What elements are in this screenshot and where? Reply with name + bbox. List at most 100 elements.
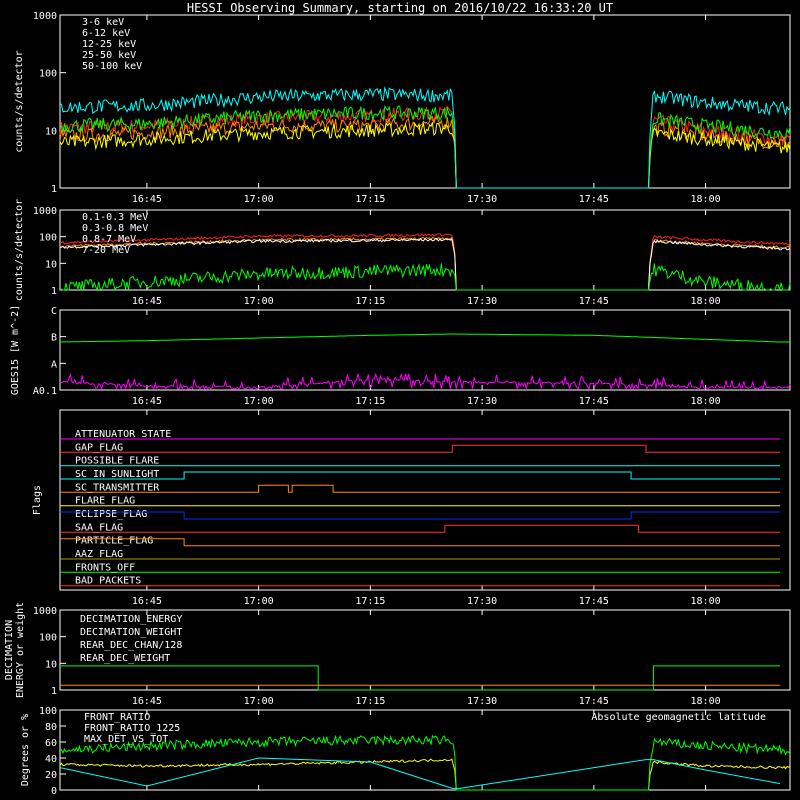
legend-entry: 12-25 keV (82, 39, 136, 50)
x-tick-label: 17:00 (244, 194, 274, 205)
flag-line-SC_IN_SUNLIGHT (60, 471, 781, 480)
goes-series-line (59, 372, 791, 391)
series-line-12-25 keV (59, 121, 791, 189)
flag-label: FRONTS_OFF (75, 562, 135, 573)
x-tick-label: 17:00 (244, 396, 274, 407)
y-tick-label: 100 (39, 69, 57, 80)
y-tick-label: 10 (45, 659, 57, 670)
panel-frame (59, 209, 791, 291)
x-tick-label: 18:00 (691, 296, 721, 307)
legend-entry: 3-6 keV (82, 17, 124, 28)
y-tick-label: 1000 (33, 606, 57, 617)
x-tick-label: 17:15 (355, 296, 385, 307)
y-axis-label: Degrees or % (20, 714, 31, 786)
legend-entry: DECIMATION_ENERGY (80, 614, 182, 625)
series-line-25-50 keV (59, 105, 791, 189)
series-line-7-20 MeV (59, 263, 791, 292)
flag-line-PARTICLE_FLAG (60, 538, 781, 547)
y-axis-label: counts/s/detector (14, 50, 25, 152)
x-tick-label: 17:30 (467, 296, 497, 307)
series-line-0.1-0.3 MeV (60, 232, 791, 291)
legend-entry: 0.1-0.3 MeV (82, 212, 148, 223)
x-tick-label: 18:00 (691, 194, 721, 205)
x-tick-label: 17:45 (579, 396, 609, 407)
plot-root: 16:45 17:00 17:15 17:30 17:45 18:001101001000… (4, 11, 791, 797)
panel-4-axes: 16:45 17:00 17:15 17:30 17:45 18:00 (59, 409, 791, 607)
ratio-line-Absolute geomagnetic latitude (59, 757, 781, 789)
panel-frame (59, 309, 791, 391)
y-axis-label: DECIMATION (4, 620, 15, 680)
x-tick-label: 17:00 (244, 596, 274, 607)
y-tick-label: B (51, 333, 57, 344)
panel-2-axes: 16:45 17:00 17:15 17:30 17:45 18:00 (59, 209, 791, 307)
x-tick-label: 17:00 (244, 696, 274, 707)
y-axis-label: counts/s/detector (14, 199, 25, 301)
x-tick-label: 16:45 (132, 194, 162, 205)
y-tick-label: 10 (45, 126, 57, 137)
y-tick-label: 100 (39, 706, 57, 717)
x-tick-label: 16:45 (132, 296, 162, 307)
x-tick-label: 18:00 (691, 596, 721, 607)
flag-label: SC_TRANSMITTER (75, 482, 160, 493)
x-tick-label: 17:45 (579, 696, 609, 707)
legend-entry: 7-20 MeV (82, 245, 130, 256)
x-tick-label: 17:45 (579, 194, 609, 205)
legend-entry: FRONT_RATIO_1225 (84, 723, 180, 734)
legend-entry: 50-100 keV (82, 61, 142, 72)
figure-title: HESSI Observing Summary, starting on 201… (187, 1, 613, 15)
y-tick-label: A0.1 (33, 386, 57, 397)
legend-entry: 0.3-0.8 MeV (82, 223, 148, 234)
series-line-6-12 keV (59, 114, 791, 189)
x-tick-label: 17:15 (355, 596, 385, 607)
flag-label: SAA_FLAG (75, 522, 123, 533)
y-tick-label: 100 (39, 633, 57, 644)
y-tick-label: 0 (51, 786, 57, 797)
x-tick-label: 18:00 (691, 696, 721, 707)
series-line-0.8-7 MeV (59, 237, 791, 291)
x-tick-label: 17:45 (579, 596, 609, 607)
x-tick-label: 17:45 (579, 296, 609, 307)
y-tick-label: 20 (45, 770, 57, 781)
flag-label: PARTICLE_FLAG (75, 536, 153, 547)
y-tick-label: 1000 (33, 11, 57, 22)
x-tick-label: 17:15 (355, 194, 385, 205)
flag-line-ECLIPSE_FLAG (60, 511, 781, 520)
x-tick-label: 17:15 (355, 696, 385, 707)
x-tick-label: 17:30 (467, 396, 497, 407)
y-tick-label: 100 (39, 233, 57, 244)
legend-entry: 6-12 keV (82, 28, 130, 39)
y-axis-label: GOES15 [W m^-2] (10, 305, 21, 395)
goes-series-line (60, 333, 790, 343)
x-tick-label: 17:30 (467, 696, 497, 707)
flag-label: FLARE_FLAG (75, 496, 135, 507)
y-tick-label: 1 (51, 686, 57, 697)
x-tick-label: 16:45 (132, 696, 162, 707)
panel-3-axes: 16:45 17:00 17:15 17:30 17:45 18:00 (59, 309, 791, 407)
y-tick-label: A (51, 359, 57, 370)
legend-entry: REAR_DEC_WEIGHT (80, 653, 170, 664)
ratio-line-FRONT_RATIO_1225 (59, 734, 791, 791)
panel-frame (59, 14, 791, 189)
y-axis-label: Flags (32, 485, 43, 515)
series-line-0.3-0.8 MeV (59, 236, 791, 291)
x-tick-label: 18:00 (691, 396, 721, 407)
flag-label: ECLIPSE_FLAG (75, 509, 147, 520)
y-tick-label: 1 (51, 286, 57, 297)
x-tick-label: 17:15 (355, 396, 385, 407)
y-tick-label: 10 (45, 259, 57, 270)
y-tick-label: 1000 (33, 206, 57, 217)
x-tick-label: 17:30 (467, 596, 497, 607)
legend-entry: 25-50 keV (82, 50, 136, 61)
y-tick-label: 40 (45, 754, 57, 765)
flag-label: BAD_PACKETS (75, 576, 141, 587)
legend-entry: REAR_DEC_CHAN/128 (80, 640, 182, 651)
x-tick-label: 16:45 (132, 396, 162, 407)
y-tick-label: 1 (51, 184, 57, 195)
annotation-label: Absolute geomagnetic latitude (591, 712, 766, 723)
y-tick-label: C (51, 306, 57, 317)
x-tick-label: 17:30 (467, 194, 497, 205)
panel-frame (59, 409, 791, 591)
flag-label: SC_IN_SUNLIGHT (75, 469, 159, 480)
flag-label: GAP_FLAG (75, 442, 123, 453)
